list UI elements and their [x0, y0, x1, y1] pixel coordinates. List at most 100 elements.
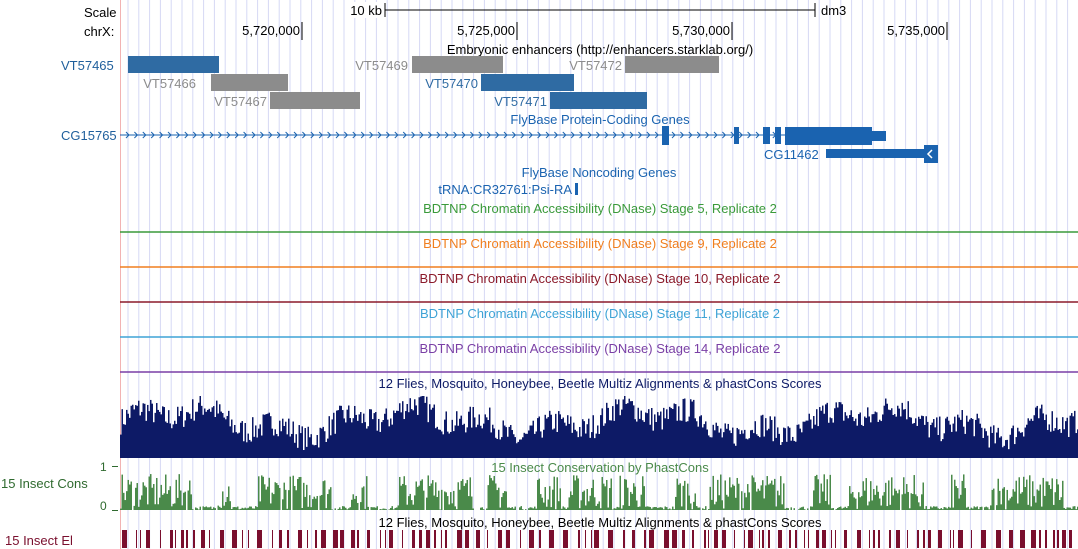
gene-exon[interactable]: [775, 127, 781, 144]
enhancer-VT57467[interactable]: [270, 92, 360, 109]
enhancer-VT57470[interactable]: [481, 74, 574, 91]
chevron-right-icon: [612, 131, 617, 139]
cons-side-label[interactable]: 15 Insect Cons: [1, 476, 88, 491]
chevron-right-icon: [159, 131, 164, 139]
chevron-right-icon: [352, 131, 357, 139]
chevron-right-icon: [310, 131, 315, 139]
chevron-right-icon: [470, 131, 475, 139]
chevron-right-icon: [486, 131, 491, 139]
noncoding-item-label[interactable]: tRNA:CR32761:Psi-RA: [438, 182, 572, 197]
chevron-right-icon: [428, 131, 433, 139]
dnase-track-stage9[interactable]: BDTNP Chromatin Accessibility (DNase) St…: [120, 236, 1078, 268]
chevron-right-icon: [671, 131, 676, 139]
chevron-right-icon: [621, 131, 626, 139]
chevron-right-icon: [713, 131, 718, 139]
scale-bar-text: 10 kb: [350, 3, 382, 18]
multiz-track[interactable]: 12 Flies, Mosquito, Honeybee, Beetle Mul…: [120, 376, 1078, 458]
noncoding-track-title: FlyBase Noncoding Genes: [522, 165, 677, 180]
chevron-right-icon: [285, 131, 290, 139]
chevron-right-icon: [680, 131, 685, 139]
dnase-track-stage14[interactable]: BDTNP Chromatin Accessibility (DNase) St…: [120, 341, 1078, 373]
chevron-right-icon: [335, 131, 340, 139]
chrom-label: chrX:: [84, 24, 115, 39]
phastcons-track[interactable]: 15 Insect Conservation by PhastCons: [120, 460, 1078, 510]
chevron-right-icon: [134, 131, 139, 139]
enhancer-label-VT57472: VT57472: [569, 58, 622, 73]
gene-exon[interactable]: [785, 127, 872, 145]
chevron-right-icon: [184, 131, 189, 139]
chevron-right-icon: [638, 131, 643, 139]
track-labels-column: Scale chrX: VT57465 CG15765 15 Insect Co…: [0, 0, 120, 549]
chevron-right-icon: [461, 131, 466, 139]
chevron-right-icon: [411, 131, 416, 139]
cons-axis-min: 0: [100, 499, 107, 513]
gene-side-label[interactable]: CG15765: [61, 128, 117, 143]
chevron-right-icon: [243, 131, 248, 139]
chevron-right-icon: [503, 131, 508, 139]
strand-arrow-icon: [926, 149, 933, 159]
elements-side-label[interactable]: 15 Insect El: [5, 533, 73, 548]
chevron-right-icon: [218, 131, 223, 139]
chevron-right-icon: [478, 131, 483, 139]
enhancer-VT57466[interactable]: [211, 74, 288, 91]
gene-CG11462[interactable]: [826, 149, 926, 158]
enhancer-VT57471[interactable]: [550, 92, 647, 109]
enhancer-VT57469[interactable]: [412, 56, 503, 73]
assembly-label: dm3: [821, 3, 846, 18]
enhancer-track-title: Embryonic enhancers (http://enhancers.st…: [447, 42, 753, 57]
chevron-right-icon: [453, 131, 458, 139]
chevron-right-icon: [722, 131, 727, 139]
noncoding-track[interactable]: FlyBase Noncoding Genes tRNA:CR32761:Psi…: [438, 165, 676, 197]
chevron-right-icon: [495, 131, 500, 139]
chevron-right-icon: [302, 131, 307, 139]
chevron-right-icon: [209, 131, 214, 139]
multiz-track-title: 12 Flies, Mosquito, Honeybee, Beetle Mul…: [379, 376, 822, 391]
chevron-right-icon: [142, 131, 147, 139]
enhancer-label-VT57469: VT57469: [355, 58, 408, 73]
chevron-right-icon: [587, 131, 592, 139]
chevron-right-icon: [226, 131, 231, 139]
chevron-right-icon: [570, 131, 575, 139]
chevron-right-icon: [545, 131, 550, 139]
chevron-right-icon: [276, 131, 281, 139]
enhancer-VT57472[interactable]: [625, 56, 719, 73]
gene-exon[interactable]: [662, 126, 669, 145]
enhancer-label-VT57471: VT57471: [494, 94, 547, 109]
chevron-right-icon: [554, 131, 559, 139]
ruler: 10 kb dm3 5,720,000 5,725,000 5,730,000 …: [242, 2, 948, 40]
elements-track[interactable]: 12 Flies, Mosquito, Honeybee, Beetle Mul…: [122, 515, 1072, 548]
dnase-title: BDTNP Chromatin Accessibility (DNase) St…: [419, 341, 780, 356]
chevron-right-icon: [268, 131, 273, 139]
dnase-track-stage5[interactable]: BDTNP Chromatin Accessibility (DNase) St…: [120, 201, 1078, 233]
noncoding-item[interactable]: [575, 183, 578, 195]
position-label: 5,730,000: [672, 23, 730, 38]
chevron-right-icon: [520, 131, 525, 139]
enhancer-side-label[interactable]: VT57465: [61, 58, 114, 73]
track-image[interactable]: 10 kb dm3 5,720,000 5,725,000 5,730,000 …: [120, 0, 1078, 549]
chevron-right-icon: [730, 131, 735, 139]
gene-label-CG11462[interactable]: CG11462: [764, 147, 819, 162]
dnase-track-stage10[interactable]: BDTNP Chromatin Accessibility (DNase) St…: [120, 271, 1078, 303]
cons-axis-max: 1: [100, 460, 107, 474]
gene-track-title: FlyBase Protein-Coding Genes: [510, 112, 690, 127]
phastcons-signal: [120, 474, 1078, 510]
chevron-right-icon: [654, 131, 659, 139]
chevron-right-icon: [646, 131, 651, 139]
gene-track[interactable]: FlyBase Protein-Coding Genes CG11462: [120, 112, 938, 163]
dnase-track-stage11[interactable]: BDTNP Chromatin Accessibility (DNase) St…: [120, 306, 1078, 338]
chevron-right-icon: [369, 131, 374, 139]
enhancer-track[interactable]: Embryonic enhancers (http://enhancers.st…: [128, 42, 753, 109]
chevron-right-icon: [747, 131, 752, 139]
gene-exon[interactable]: [734, 127, 739, 144]
dnase-title: BDTNP Chromatin Accessibility (DNase) St…: [423, 201, 777, 216]
chevron-right-icon: [402, 131, 407, 139]
dnase-title: BDTNP Chromatin Accessibility (DNase) St…: [423, 236, 777, 251]
gene-exon[interactable]: [763, 127, 770, 144]
enhancer-label-VT57466: VT57466: [143, 76, 196, 91]
chevron-right-icon: [386, 131, 391, 139]
chevron-right-icon: [201, 131, 206, 139]
chevron-right-icon: [150, 131, 155, 139]
position-ticks: [301, 22, 948, 40]
enhancer-VT57465[interactable]: [128, 56, 219, 73]
scale-bar-text-bg: [346, 2, 384, 18]
